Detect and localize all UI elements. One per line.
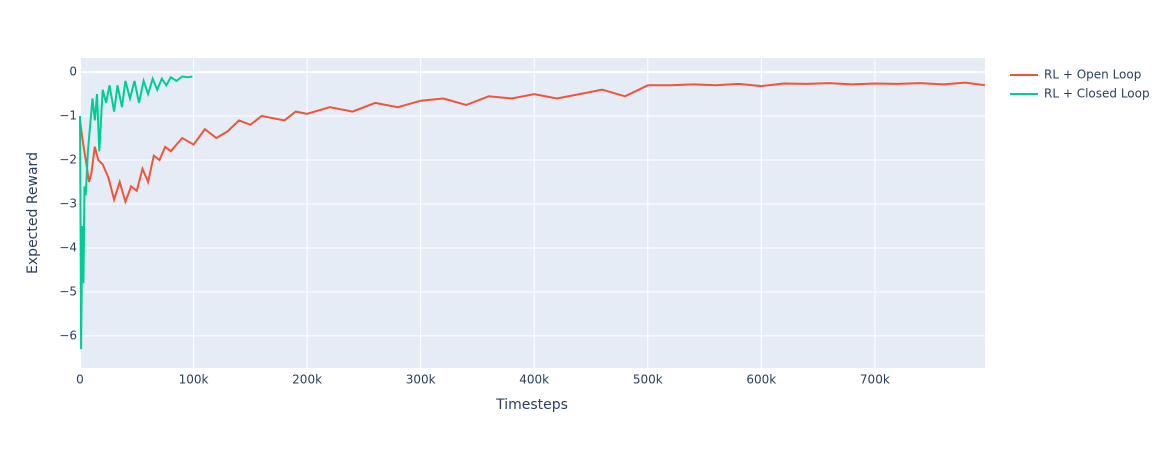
y-tick-label: −6 [59,328,77,342]
plot-area [80,58,985,368]
y-tick-label: −5 [59,284,77,298]
x-tick-label: 400k [519,373,549,387]
x-tick-label: 200k [292,373,322,387]
line [79,75,193,350]
y-tick-label: −4 [59,240,77,254]
x-tick-label: 500k [633,373,663,387]
line [79,81,986,206]
y-tick-label: −1 [59,109,77,123]
y-tick-label: −2 [59,153,77,167]
y-axis-title: Expected Reward [25,152,41,274]
y-tick-label: −3 [59,196,77,210]
x-tick-label: 100k [179,373,209,387]
x-tick-label: 600k [746,373,776,387]
x-tick-label: 700k [860,373,890,387]
x-axis-title: Timesteps [495,397,568,413]
y-tick-label: 0 [69,65,77,79]
legend-label: RL + Open Loop [1044,68,1141,82]
legend-label: RL + Closed Loop [1044,87,1150,101]
x-tick-label: 0 [76,373,84,387]
x-tick-label: 300k [406,373,436,387]
